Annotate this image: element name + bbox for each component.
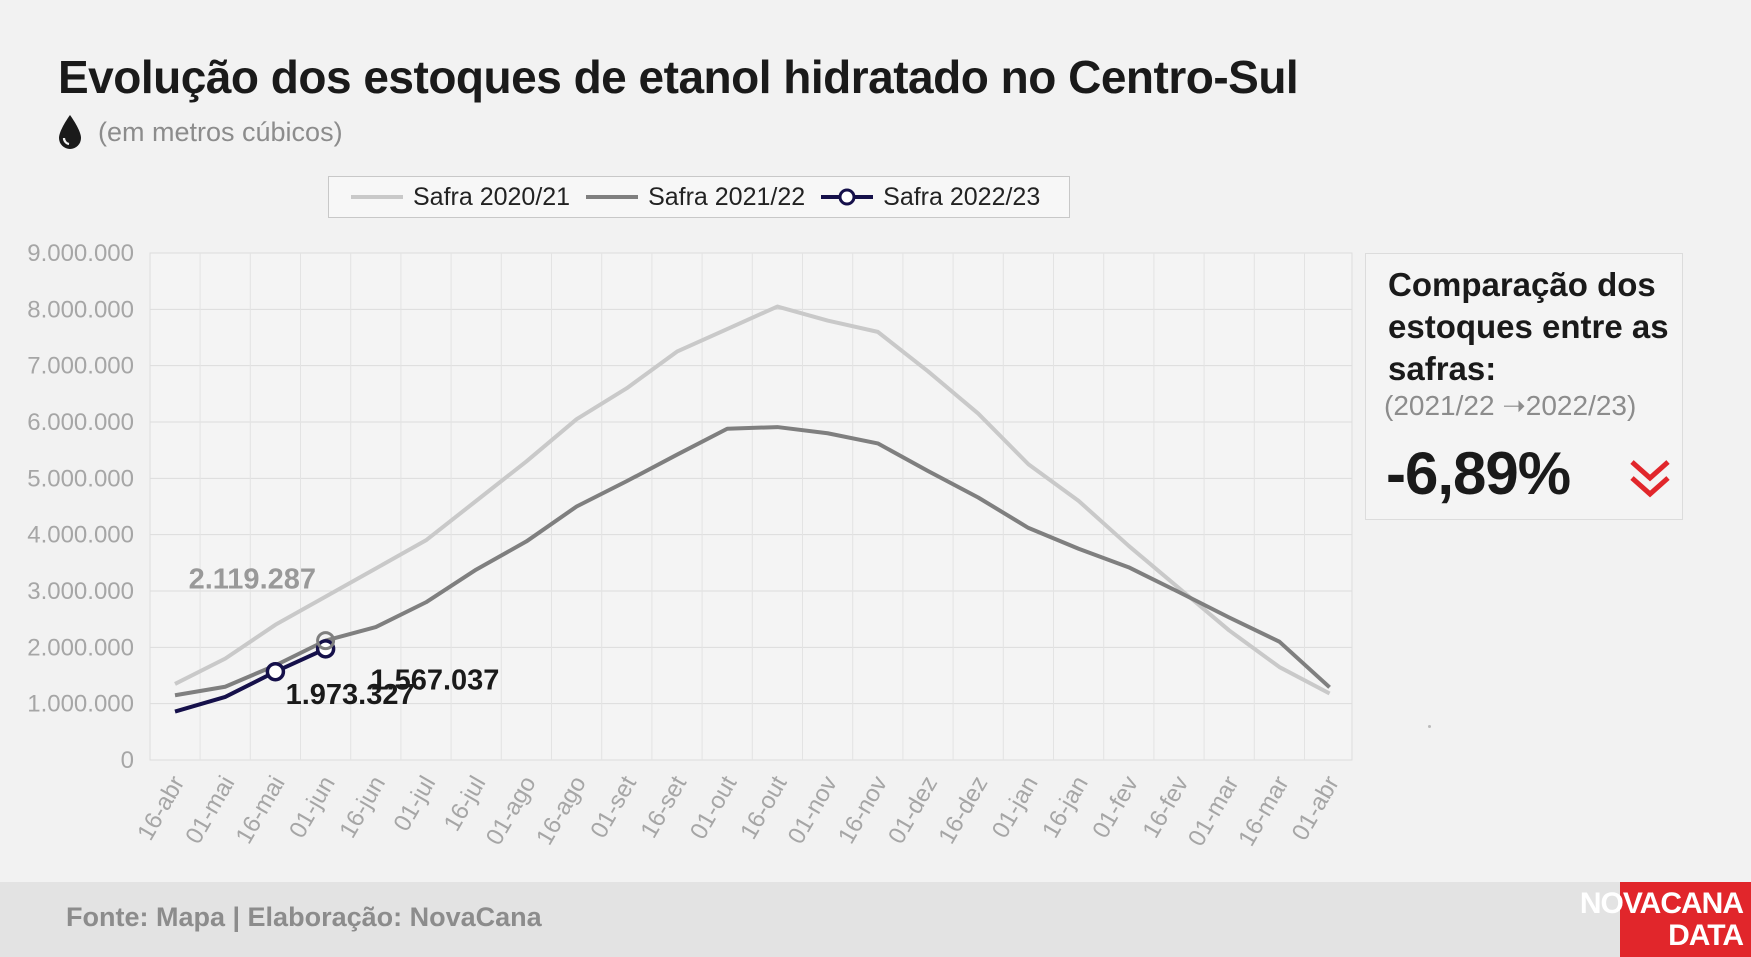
y-tick-label: 4.000.000: [27, 522, 134, 549]
x-tick-label: 16-jul: [439, 772, 492, 836]
legend-item-2022-23: Safra 2022/23: [819, 183, 1040, 212]
x-tick-label: 01-jun: [284, 772, 341, 843]
comparison-range: (2021/22 ➝2022/23): [1384, 390, 1637, 421]
data-label: 1.973.327: [286, 679, 415, 711]
novacana-data-logo: NOVACANA DATA: [1580, 882, 1751, 957]
x-tick-label: 01-dez: [883, 772, 943, 849]
double-chevron-down-icon: [1630, 460, 1670, 498]
legend-swatch-2020-21: [351, 195, 403, 199]
legend-item-2021-22: Safra 2021/22: [584, 183, 805, 212]
y-tick-label: 7.000.000: [27, 353, 134, 380]
x-tick-label: 01-jul: [388, 772, 441, 836]
stray-dot: [1428, 725, 1431, 728]
comparison-value: -6,89%: [1386, 440, 1571, 507]
data-label: 1.567.037: [370, 665, 499, 697]
y-tick-label: 3.000.000: [27, 578, 134, 605]
x-tick-label: 01-mai: [180, 772, 240, 849]
y-tick-label: 8.000.000: [27, 296, 134, 323]
subtitle-row: (em metros cúbicos): [56, 112, 343, 152]
comparison-heading: Comparação dos estoques entre as safras:: [1388, 266, 1669, 387]
y-tick-label: 6.000.000: [27, 409, 134, 436]
x-tick-label: 16-ago: [531, 772, 592, 850]
x-tick-label: 16-jun: [334, 772, 391, 843]
x-tick-label: 16-set: [635, 771, 692, 843]
series-marker-2022-23: [265, 661, 286, 682]
line-chart: 9.000.000 8.000.000 7.000.000 6.000.000 5.00…: [27, 240, 1353, 851]
y-tick-label: 9.000.000: [27, 240, 134, 267]
series-line-1: [174, 304, 1331, 696]
x-tick-label: 01-set: [585, 771, 642, 843]
series-line-3: [174, 647, 327, 714]
comparison-panel: Comparação dos estoques entre as safras:…: [1365, 253, 1683, 520]
y-tick-label: 1.000.000: [27, 691, 134, 718]
x-tick-label: 01-nov: [783, 772, 843, 849]
legend-label-2022-23: Safra 2022/23: [883, 182, 1041, 211]
y-tick-label: 5.000.000: [27, 465, 134, 492]
data-label: 2.119.287: [189, 564, 316, 596]
x-tick-label: 01-abr: [1287, 771, 1345, 845]
logo-line-2: DATA: [1668, 918, 1744, 952]
legend-label-2021-22: Safra 2021/22: [648, 182, 806, 211]
x-tick-label: 16-mar: [1233, 772, 1294, 851]
page-title: Evolução dos estoques de etanol hidratad…: [58, 51, 1299, 103]
source-credit: Fonte: Mapa | Elaboração: NovaCana: [66, 902, 542, 932]
y-tick-label: 0: [121, 747, 134, 774]
chart-legend: Safra 2020/21 Safra 2021/22 Safra 2022/2…: [328, 176, 1070, 218]
legend-label-2020-21: Safra 2020/21: [413, 182, 571, 211]
legend-swatch-2022-23: [821, 188, 874, 206]
series-marker-2021-22: [316, 631, 336, 651]
footer: Fonte: Mapa | Elaboração: NovaCana: [0, 882, 1751, 957]
y-tick-label: 2.000.000: [27, 634, 134, 661]
logo-line-1: NOVACANA: [1579, 886, 1744, 920]
legend-swatch-2021-22: [586, 195, 639, 199]
page-subtitle: (em metros cúbicos): [98, 116, 343, 147]
x-tick-label: 01-out: [685, 771, 743, 844]
x-tick-label: 01-jan: [987, 772, 1044, 843]
drop-icon: [59, 115, 81, 149]
x-tick-label: 16-jan: [1037, 772, 1094, 843]
series-line-2: [174, 425, 1331, 698]
legend-item-2020-21: Safra 2020/21: [349, 183, 570, 212]
x-tick-label: 16-dez: [933, 771, 993, 848]
x-tick-label: 01-fev: [1087, 772, 1144, 843]
x-tick-label: 16-nov: [833, 772, 893, 849]
x-tick-label: 16-mai: [231, 772, 291, 849]
